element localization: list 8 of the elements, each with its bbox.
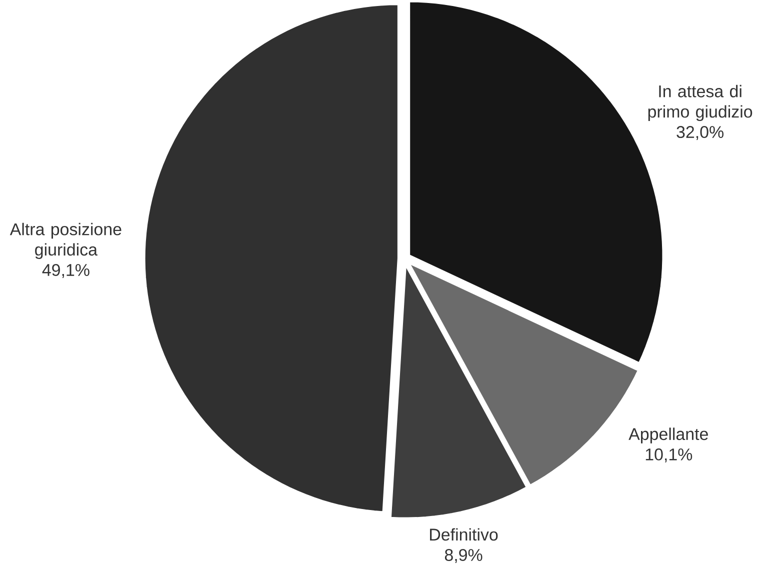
slice-label: Altra posizione giuridica [10, 222, 122, 260]
data-label: 10,1% [646, 448, 692, 463]
data-label: 8,9% [444, 549, 482, 564]
slice-label: In attesa di primo giudizio [648, 84, 752, 122]
data-label: 32,0% [676, 126, 724, 140]
data-label: 49,1% [42, 264, 90, 278]
slice-label: Appellante [628, 428, 708, 444]
slice-label: Definitivo [430, 528, 498, 541]
